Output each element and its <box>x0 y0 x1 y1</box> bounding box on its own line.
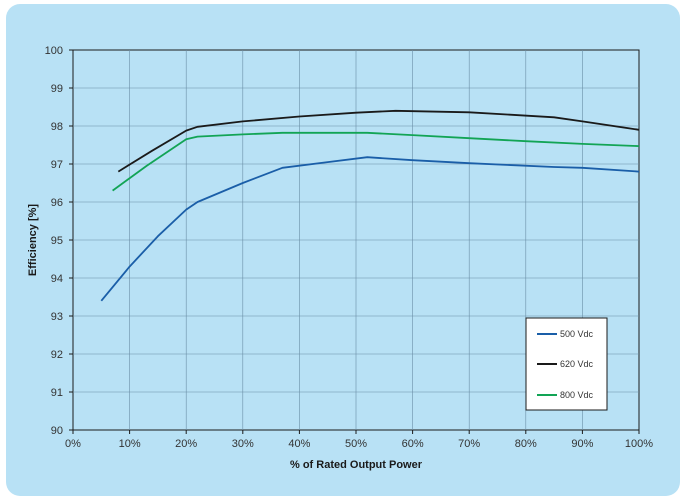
x-axis-ticks: 0% 10% 20% 30% 40% 50% 60% 70% 80% 90% 100% <box>65 430 653 450</box>
legend-label-800-vdc: 800 Vdc <box>560 390 594 400</box>
grid <box>73 50 639 430</box>
y-tick-label: 99 <box>51 83 63 95</box>
y-tick-label: 96 <box>51 197 63 209</box>
y-tick-label: 93 <box>51 311 63 323</box>
y-axis-ticks: 90 91 92 93 94 95 96 97 98 99 100 <box>45 45 73 437</box>
y-tick-label: 94 <box>51 273 63 285</box>
x-tick-label: 30% <box>232 438 254 450</box>
x-axis-title: % of Rated Output Power <box>290 459 423 471</box>
legend-label-620-vdc: 620 Vdc <box>560 359 594 369</box>
series-line-800-vdc <box>112 131 640 192</box>
y-tick-label: 90 <box>51 425 63 437</box>
y-tick-label: 92 <box>51 349 63 361</box>
legend-label-500-vdc: 500 Vdc <box>560 329 594 339</box>
x-tick-label: 50% <box>345 438 367 450</box>
y-tick-label: 95 <box>51 235 63 247</box>
x-tick-label: 100% <box>625 438 653 450</box>
x-tick-label: 40% <box>288 438 310 450</box>
x-tick-label: 0% <box>65 438 81 450</box>
legend: 500 Vdc 620 Vdc 800 Vdc <box>525 317 608 411</box>
series-lines <box>100 109 640 302</box>
series-line-500-vdc <box>100 156 640 302</box>
y-axis-title: Efficiency [%] <box>27 204 39 276</box>
x-tick-label: 80% <box>515 438 537 450</box>
x-tick-label: 90% <box>571 438 593 450</box>
x-tick-label: 10% <box>119 438 141 450</box>
x-tick-label: 70% <box>458 438 480 450</box>
y-tick-label: 100 <box>45 45 63 57</box>
x-tick-label: 20% <box>175 438 197 450</box>
y-tick-label: 97 <box>51 159 63 171</box>
y-tick-label: 98 <box>51 121 63 133</box>
x-tick-label: 60% <box>402 438 424 450</box>
y-tick-label: 91 <box>51 387 63 399</box>
series-line-620-vdc <box>117 109 640 173</box>
